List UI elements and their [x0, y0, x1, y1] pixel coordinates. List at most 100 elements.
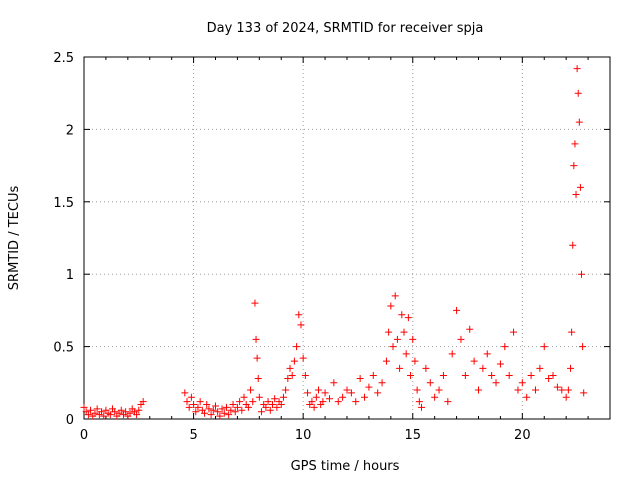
- data-point: [310, 403, 318, 411]
- data-point: [391, 292, 399, 300]
- data-point: [398, 311, 406, 319]
- data-point: [352, 398, 360, 406]
- data-point: [435, 386, 443, 394]
- data-point: [568, 328, 576, 336]
- data-point: [290, 357, 298, 365]
- data-point: [231, 408, 239, 416]
- data-point: [84, 411, 92, 419]
- data-point: [457, 335, 465, 343]
- data-point: [426, 379, 434, 387]
- x-axis-label: GPS time / hours: [291, 459, 400, 474]
- data-point: [264, 398, 272, 406]
- data-point: [284, 374, 292, 382]
- data-point: [271, 395, 279, 403]
- data-point: [431, 393, 439, 401]
- data-point: [229, 401, 237, 409]
- data-point: [573, 65, 581, 73]
- data-point: [183, 398, 191, 406]
- data-point: [247, 386, 255, 394]
- data-point: [470, 357, 478, 365]
- data-point: [339, 393, 347, 401]
- data-point: [98, 408, 106, 416]
- y-tick-label: 0.5: [53, 341, 74, 356]
- data-point: [214, 408, 222, 416]
- data-point: [139, 398, 147, 406]
- data-point: [240, 393, 248, 401]
- data-point: [87, 406, 95, 414]
- data-point: [297, 321, 305, 329]
- data-point: [570, 162, 578, 170]
- data-point: [569, 241, 577, 249]
- data-point: [483, 350, 491, 358]
- data-point: [527, 372, 535, 380]
- data-point: [218, 405, 226, 413]
- data-point: [209, 406, 217, 414]
- data-point: [334, 398, 342, 406]
- data-point: [295, 311, 303, 319]
- data-point: [400, 328, 408, 336]
- data-point: [222, 403, 230, 411]
- data-point: [93, 405, 101, 413]
- data-point: [133, 411, 141, 419]
- data-point: [347, 389, 355, 397]
- data-point: [266, 406, 274, 414]
- data-point: [562, 393, 570, 401]
- data-point: [369, 372, 377, 380]
- data-point: [571, 140, 579, 148]
- data-point: [111, 408, 119, 416]
- data-point: [238, 406, 246, 414]
- data-point: [579, 343, 587, 351]
- data-point: [576, 183, 584, 191]
- data-point: [505, 372, 513, 380]
- y-tick-label: 2: [66, 123, 74, 138]
- data-point: [396, 364, 404, 372]
- data-point: [192, 408, 200, 416]
- data-point: [308, 398, 316, 406]
- data-points: [80, 65, 588, 420]
- data-point: [492, 379, 500, 387]
- data-point: [315, 386, 323, 394]
- data-point: [205, 405, 213, 413]
- data-point: [207, 411, 215, 419]
- data-point: [126, 409, 134, 417]
- x-tick-labels: 0 5 10 15 20: [80, 428, 531, 443]
- data-point: [286, 364, 294, 372]
- data-point: [244, 403, 252, 411]
- data-point: [321, 389, 329, 397]
- data-point: [279, 393, 287, 401]
- y-tick-labels: 0 0.5 1 1.5 2 2.5: [53, 51, 74, 428]
- data-point: [254, 374, 262, 382]
- data-point: [299, 354, 307, 362]
- data-point: [453, 306, 461, 314]
- data-point: [117, 406, 125, 414]
- y-axis-label: SRMTID / TECUs: [7, 186, 22, 291]
- data-point: [273, 403, 281, 411]
- data-point: [185, 403, 193, 411]
- data-point: [251, 299, 259, 307]
- data-point: [288, 372, 296, 380]
- data-point: [227, 406, 235, 414]
- data-point: [558, 386, 566, 394]
- data-point: [330, 379, 338, 387]
- data-point: [496, 360, 504, 368]
- data-point: [135, 406, 143, 414]
- data-point: [212, 402, 219, 410]
- data-point: [389, 343, 397, 351]
- data-point: [531, 386, 539, 394]
- data-point: [181, 389, 189, 397]
- data-point: [233, 403, 241, 411]
- data-point: [253, 354, 261, 362]
- data-point: [422, 364, 430, 372]
- data-point: [466, 325, 474, 333]
- data-point: [488, 372, 496, 380]
- y-tick-label: 2.5: [53, 51, 74, 66]
- data-point: [258, 408, 266, 416]
- data-point: [580, 389, 588, 397]
- data-point: [402, 350, 410, 358]
- data-point: [249, 398, 257, 406]
- data-point: [122, 408, 130, 416]
- data-point: [262, 403, 270, 411]
- data-point: [80, 403, 88, 411]
- data-point: [293, 343, 301, 351]
- data-point: [574, 89, 582, 97]
